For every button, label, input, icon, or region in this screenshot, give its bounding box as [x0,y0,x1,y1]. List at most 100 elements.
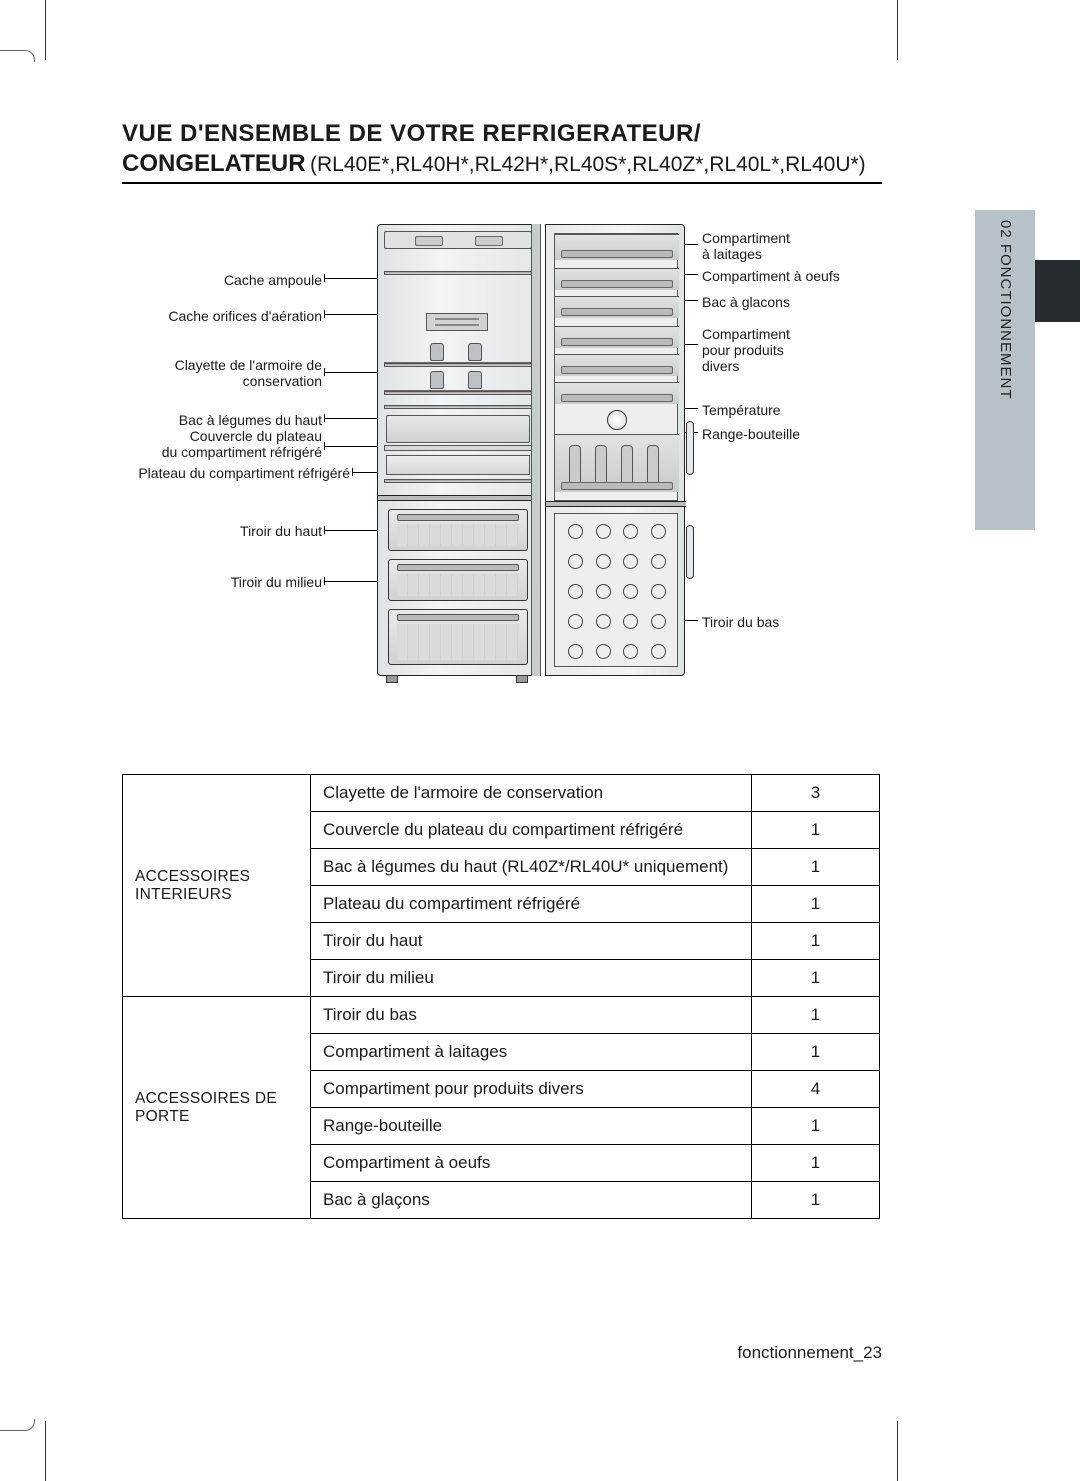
acc-name: Couvercle du plateau du compartiment réf… [311,812,752,849]
acc-name: Clayette de l'armoire de conservation [311,775,752,812]
label-comp-oeufs: Compartiment à oeufs [702,268,840,284]
freezer-drawer-bot [388,609,528,665]
foot [516,675,528,683]
temperature-dial [607,410,627,430]
label-tiroir-haut: Tiroir du haut [122,523,322,539]
label-tiroir-bas: Tiroir du bas [702,614,779,630]
acc-name: Bac à glaçons [311,1182,752,1219]
utility-shelf-2 [555,354,679,376]
leader-tick [324,442,325,450]
label-cache-orifices: Cache orifices d'aération [122,308,322,324]
shelf-2 [384,365,532,391]
table-row: ACCESSOIRES DE PORTE Tiroir du bas 1 [123,997,880,1034]
crop-mark [45,1421,46,1481]
label-bac-glacons: Bac à glacons [702,294,790,310]
crop-mark [897,0,898,60]
handle-bottom [686,525,694,579]
freezer-drawer-top [388,509,528,551]
egg-shelf [555,268,679,290]
acc-name: Plateau du compartiment réfrigéré [311,886,752,923]
label-range-bouteille: Range-bouteille [702,426,800,442]
hole-row [555,610,679,632]
shelf-line [384,391,532,395]
fridge-diagram: Cache ampoule Cache orifices d'aération … [122,214,882,704]
fridge-illustration [377,224,687,694]
handle-top [686,421,694,475]
acc-qty: 1 [752,923,880,960]
acc-qty: 1 [752,1145,880,1182]
utility-shelf-3 [555,382,679,404]
veg-lid [384,445,532,451]
leader-line [324,446,382,447]
hole-row [555,550,679,572]
shelf-line [384,405,532,409]
control-panel [384,231,532,249]
leader-tick [324,368,325,376]
foot [386,675,398,683]
leader-tick [324,310,325,318]
side-tab: 02 FONCTIONNEMENT [975,210,1080,530]
leader-tick [324,526,325,534]
utility-shelf-1 [555,326,679,348]
door-inner [554,233,678,501]
crop-mark [0,1419,35,1431]
hole-row [555,520,679,542]
freezer-drawer-mid [388,559,528,601]
acc-qty: 1 [752,1108,880,1145]
acc-name: Compartiment à laitages [311,1034,752,1071]
title-block: VUE D'ENSEMBLE DE VOTRE REFRIGERATEUR/ C… [122,120,882,184]
label-clayette: Clayette de l'armoire de conservation [122,357,322,389]
acc-name: Bac à légumes du haut (RL40Z*/RL40U* uni… [311,849,752,886]
leader-tick [324,414,325,422]
page: VUE D'ENSEMBLE DE VOTRE REFRIGERATEUR/ C… [0,0,1080,1481]
acc-qty: 3 [752,775,880,812]
title-models: (RL40E*,RL40H*,RL42H*,RL40S*,RL40Z*,RL40… [310,153,866,176]
fridge-body [377,224,537,676]
acc-name: Compartiment à oeufs [311,1145,752,1182]
label-temperature: Température [702,402,781,418]
freezer-separator [378,495,538,501]
label-tiroir-milieu: Tiroir du milieu [122,574,322,590]
chiller-base [384,479,532,483]
acc-name: Compartiment pour produits divers [311,1071,752,1108]
lamp-cover [384,271,532,275]
page-footer: fonctionnement_23 [737,1343,882,1363]
category-interior: ACCESSOIRES INTERIEURS [123,775,311,997]
acc-qty: 1 [752,849,880,886]
leader-line [324,418,384,419]
leader-line [324,372,382,373]
acc-qty: 1 [752,1182,880,1219]
bottle-rack [555,434,679,492]
crop-mark [897,1421,898,1481]
acc-name: Range-bouteille [311,1108,752,1145]
veg-tray [386,415,530,443]
ice-shelf [555,296,679,318]
vent-cover [426,313,488,331]
leader-tick [352,468,353,476]
category-door: ACCESSOIRES DE PORTE [123,997,311,1219]
leader-tick [324,577,325,585]
crop-mark [0,50,35,62]
acc-qty: 1 [752,997,880,1034]
leader-tick [324,274,325,282]
acc-qty: 1 [752,1034,880,1071]
label-cache-ampoule: Cache ampoule [122,272,322,288]
door-freezer-panel [554,513,678,667]
acc-qty: 1 [752,812,880,849]
label-plateau: Plateau du compartiment réfrigéré [122,465,350,481]
table-row: ACCESSOIRES INTERIEURS Clayette de l'arm… [123,775,880,812]
leader-line [324,278,384,279]
fridge-door [545,224,685,676]
title-line2: CONGELATEUR [122,150,306,177]
acc-name: Tiroir du milieu [311,960,752,997]
chiller-tray [386,455,530,475]
acc-name: Tiroir du haut [311,923,752,960]
acc-name: Tiroir du bas [311,997,752,1034]
acc-qty: 4 [752,1071,880,1108]
accessories-table: ACCESSOIRES INTERIEURS Clayette de l'arm… [122,774,880,1219]
label-couvercle: Couvercle du plateau du compartiment réf… [122,428,322,460]
label-comp-laitages: Compartiment à laitages [702,230,790,262]
door-separator [546,501,686,507]
hole-row [555,640,679,662]
hinge-column [531,224,541,676]
